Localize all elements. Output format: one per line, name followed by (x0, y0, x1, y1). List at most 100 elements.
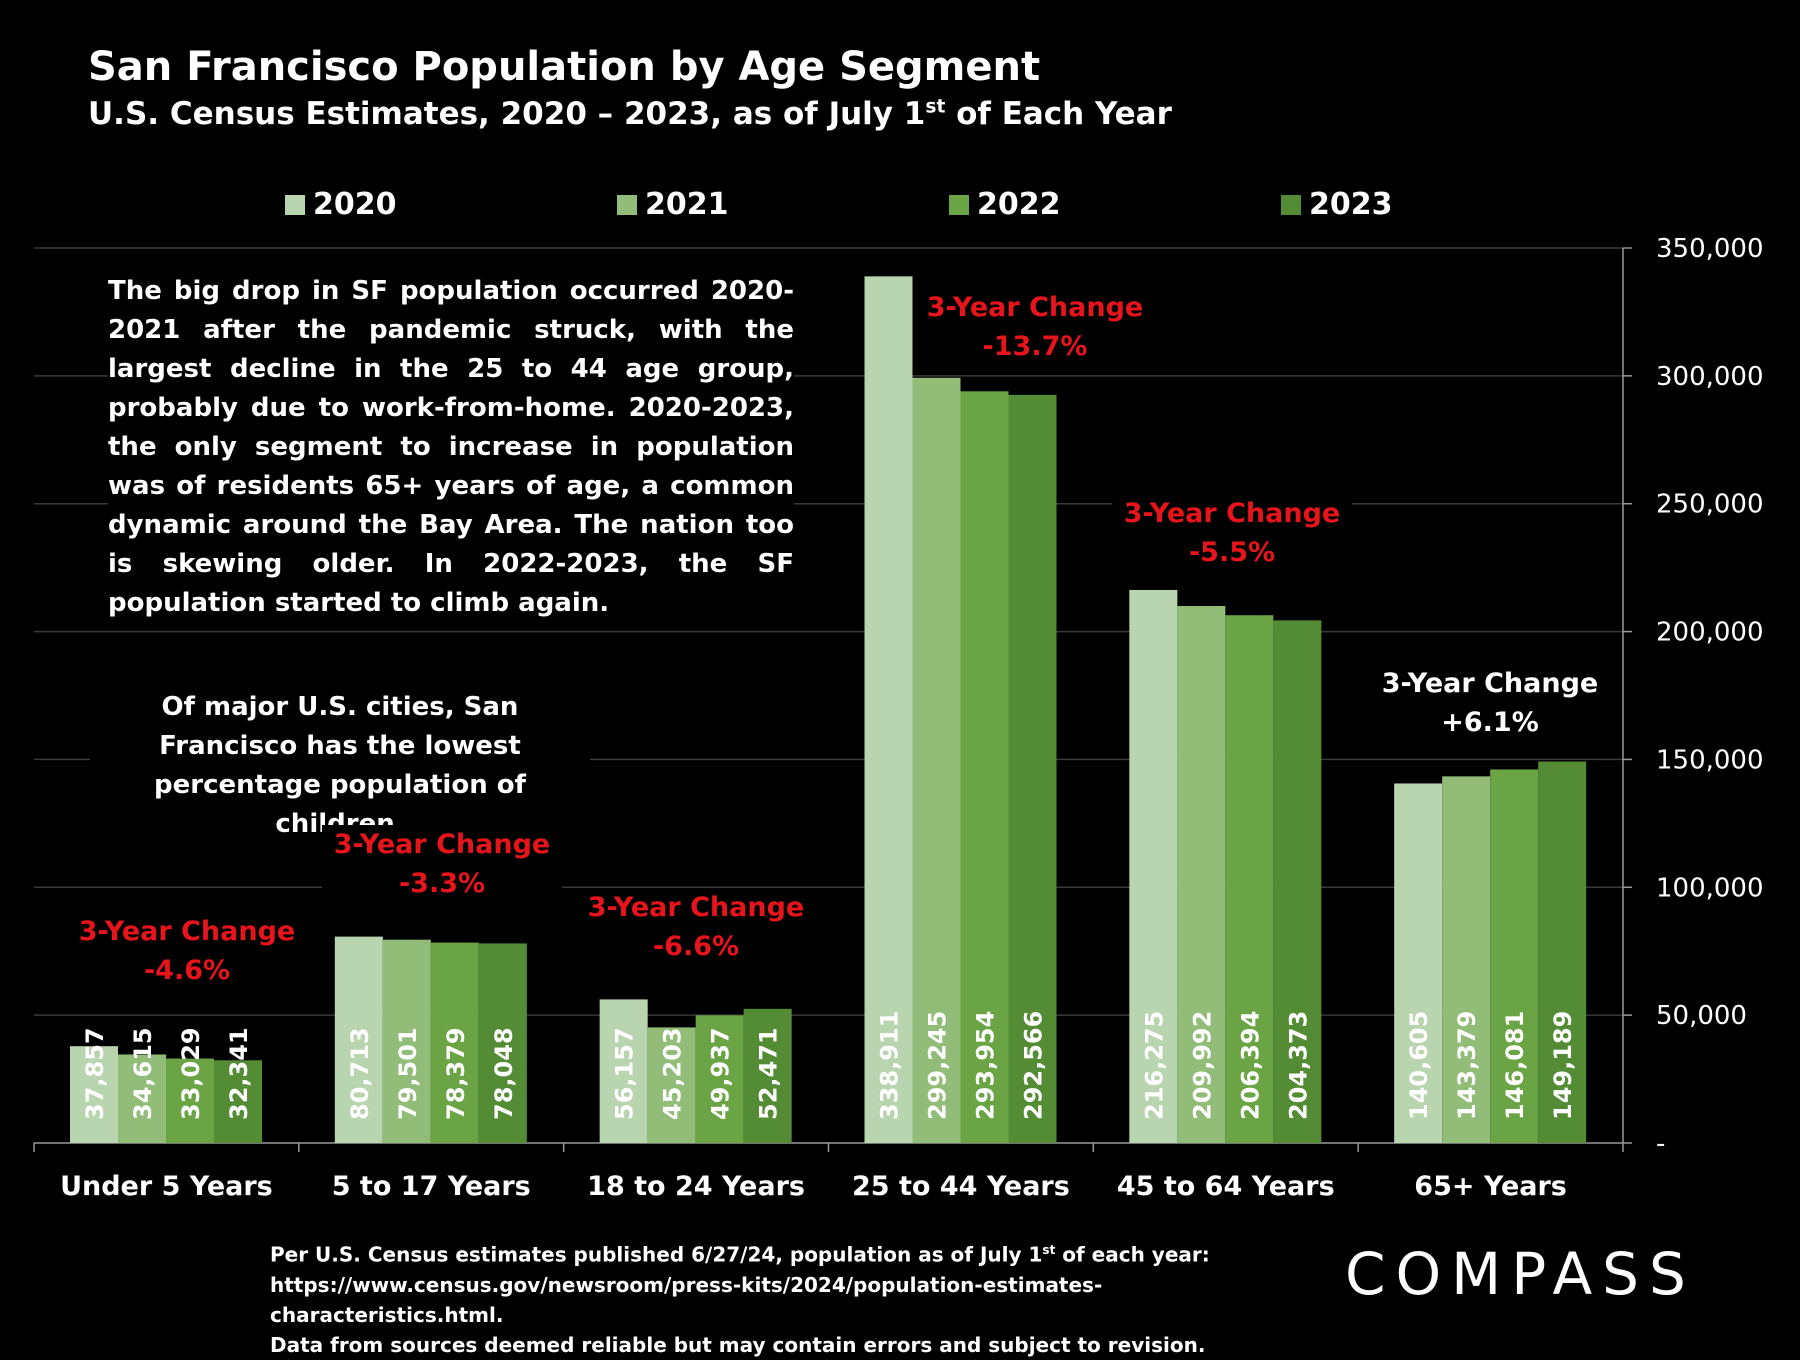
bar-2023 (1273, 620, 1322, 1143)
bar-2020 (599, 999, 648, 1143)
bar-2020 (1394, 783, 1443, 1143)
bar-2020 (70, 1046, 118, 1143)
chart-legend: 2020 2021 2022 2023 (285, 187, 1485, 227)
bar-value-label: 338,911 (876, 1011, 904, 1120)
annotation-under-5-title: 3-Year Change (78, 916, 296, 947)
bar-2023 (743, 1008, 792, 1143)
bar-2023 (1538, 761, 1587, 1143)
bar-2021 (912, 377, 961, 1143)
chart-title: San Francisco Population by Age Segment (88, 44, 1041, 90)
legend-label-2022: 2022 (977, 187, 1061, 222)
subtitle-superscript: st (925, 96, 946, 118)
legend-label-2021: 2021 (645, 187, 729, 222)
annotation-under-5: 3-Year Change -4.6% (67, 912, 307, 990)
bar-2022 (430, 942, 479, 1143)
category-label: 65+ Years (1414, 1171, 1567, 1202)
category-label: 18 to 24 Years (587, 1171, 805, 1202)
footer-source-url: https://www.census.gov/newsroom/press-ki… (270, 1272, 1103, 1327)
legend-item-2021: 2021 (617, 187, 729, 222)
bar-2021 (382, 939, 431, 1143)
bar-value-label: 37,857 (81, 1027, 109, 1120)
footer-line-1-text: Per U.S. Census estimates published 6/27… (270, 1242, 1043, 1267)
compass-logo: COMPASS (1345, 1240, 1696, 1308)
bar-value-label: 143,379 (1453, 1011, 1481, 1120)
annotation-45-to-64-title: 3-Year Change (1123, 498, 1341, 529)
legend-swatch-2023 (1281, 194, 1301, 215)
legend-item-2023: 2023 (1281, 187, 1393, 222)
bar-value-label: 52,471 (755, 1027, 783, 1120)
annotation-65-plus-title: 3-Year Change (1381, 668, 1599, 699)
subtitle-end: of Each Year (945, 96, 1172, 132)
subtitle-main: U.S. Census Estimates, 2020 – 2023, as o… (88, 96, 926, 132)
bar-value-label: 209,992 (1188, 1011, 1216, 1120)
bar-2021 (1442, 776, 1491, 1143)
bar-value-label: 34,615 (129, 1027, 157, 1120)
bar-2023 (1008, 394, 1057, 1143)
bar-value-label: 216,275 (1140, 1011, 1168, 1120)
annotation-18-to-24: 3-Year Change -6.6% (576, 888, 816, 966)
footer-superscript: st (1042, 1243, 1056, 1257)
chart-subtitle: U.S. Census Estimates, 2020 – 2023, as o… (88, 96, 1172, 132)
bar-2021 (1177, 606, 1226, 1143)
bars (70, 276, 1587, 1143)
bar-2022 (695, 1015, 744, 1143)
category-label: 5 to 17 Years (332, 1171, 531, 1202)
y-tick-label: 350,000 (1656, 234, 1764, 264)
annotation-25-to-44: 3-Year Change -13.7% (915, 288, 1155, 366)
bar-value-label: 149,189 (1549, 1011, 1577, 1120)
category-label: Under 5 Years (60, 1171, 273, 1202)
bar-value-label: 49,937 (707, 1027, 735, 1120)
y-tick-label: 150,000 (1656, 745, 1764, 775)
legend-label-2020: 2020 (313, 187, 397, 222)
footer-disclaimer: Data from sources deemed reliable but ma… (270, 1332, 1206, 1357)
annotation-5-to-17-value: -3.3% (398, 868, 486, 899)
bar-value-label: 299,245 (924, 1011, 952, 1120)
y-tick-label: 200,000 (1656, 618, 1764, 648)
bar-value-label: 45,203 (659, 1027, 687, 1120)
bar-2020 (1129, 589, 1178, 1143)
tick-labels: - 50,000 100,000 150,000 200,000 250,000 300,0… (60, 234, 1763, 1202)
bar-2021 (118, 1054, 166, 1143)
source-footer: Per U.S. Census estimates published 6/27… (270, 1235, 1275, 1360)
annotation-5-to-17: 3-Year Change -3.3% (322, 825, 562, 903)
bar-2023 (214, 1060, 262, 1143)
bar-2021 (647, 1027, 696, 1143)
bar-value-label: 204,373 (1284, 1011, 1312, 1120)
legend-label-2023: 2023 (1309, 187, 1393, 222)
commentary-paragraph: The big drop in SF population occurred 2… (108, 272, 794, 623)
legend-swatch-2020 (285, 194, 305, 215)
y-tick-label: 50,000 (1656, 1001, 1747, 1031)
bar-value-label: 146,081 (1501, 1011, 1529, 1120)
y-tick-label: 300,000 (1656, 362, 1764, 392)
legend-swatch-2022 (949, 194, 969, 215)
annotation-5-to-17-title: 3-Year Change (333, 829, 551, 860)
bar-2023 (478, 943, 527, 1143)
bar-value-label: 78,379 (442, 1027, 470, 1120)
y-tick-label: 100,000 (1656, 873, 1764, 903)
annotation-45-to-64: 3-Year Change -5.5% (1112, 494, 1352, 572)
bar-value-labels: 37,857 80,713 56,157 338,911 216,275 140,605 3… (81, 1011, 1577, 1120)
category-label: 25 to 44 Years (852, 1171, 1070, 1202)
bar-value-label: 140,605 (1405, 1011, 1433, 1120)
legend-item-2020: 2020 (285, 187, 397, 222)
annotation-18-to-24-value: -6.6% (652, 931, 740, 962)
legend-item-2022: 2022 (949, 187, 1061, 222)
annotation-65-plus: 3-Year Change +6.1% (1370, 664, 1610, 742)
bar-2020 (864, 276, 913, 1143)
bar-value-label: 32,341 (225, 1027, 253, 1120)
bar-value-label: 33,029 (177, 1027, 205, 1120)
children-note: Of major U.S. cities, San Francisco has … (90, 688, 590, 844)
category-label: 45 to 64 Years (1117, 1171, 1335, 1202)
y-tick-label: - (1656, 1129, 1665, 1159)
bar-2020 (334, 936, 383, 1143)
bar-2022 (960, 391, 1009, 1143)
bar-value-label: 79,501 (394, 1027, 422, 1120)
bar-2022 (166, 1058, 214, 1143)
bar-value-label: 78,048 (490, 1027, 518, 1120)
bar-value-label: 293,954 (972, 1011, 1000, 1120)
bar-2022 (1225, 615, 1274, 1143)
bar-2022 (1490, 769, 1539, 1143)
y-tick-label: 250,000 (1656, 490, 1764, 520)
annotation-25-to-44-title: 3-Year Change (926, 292, 1144, 323)
